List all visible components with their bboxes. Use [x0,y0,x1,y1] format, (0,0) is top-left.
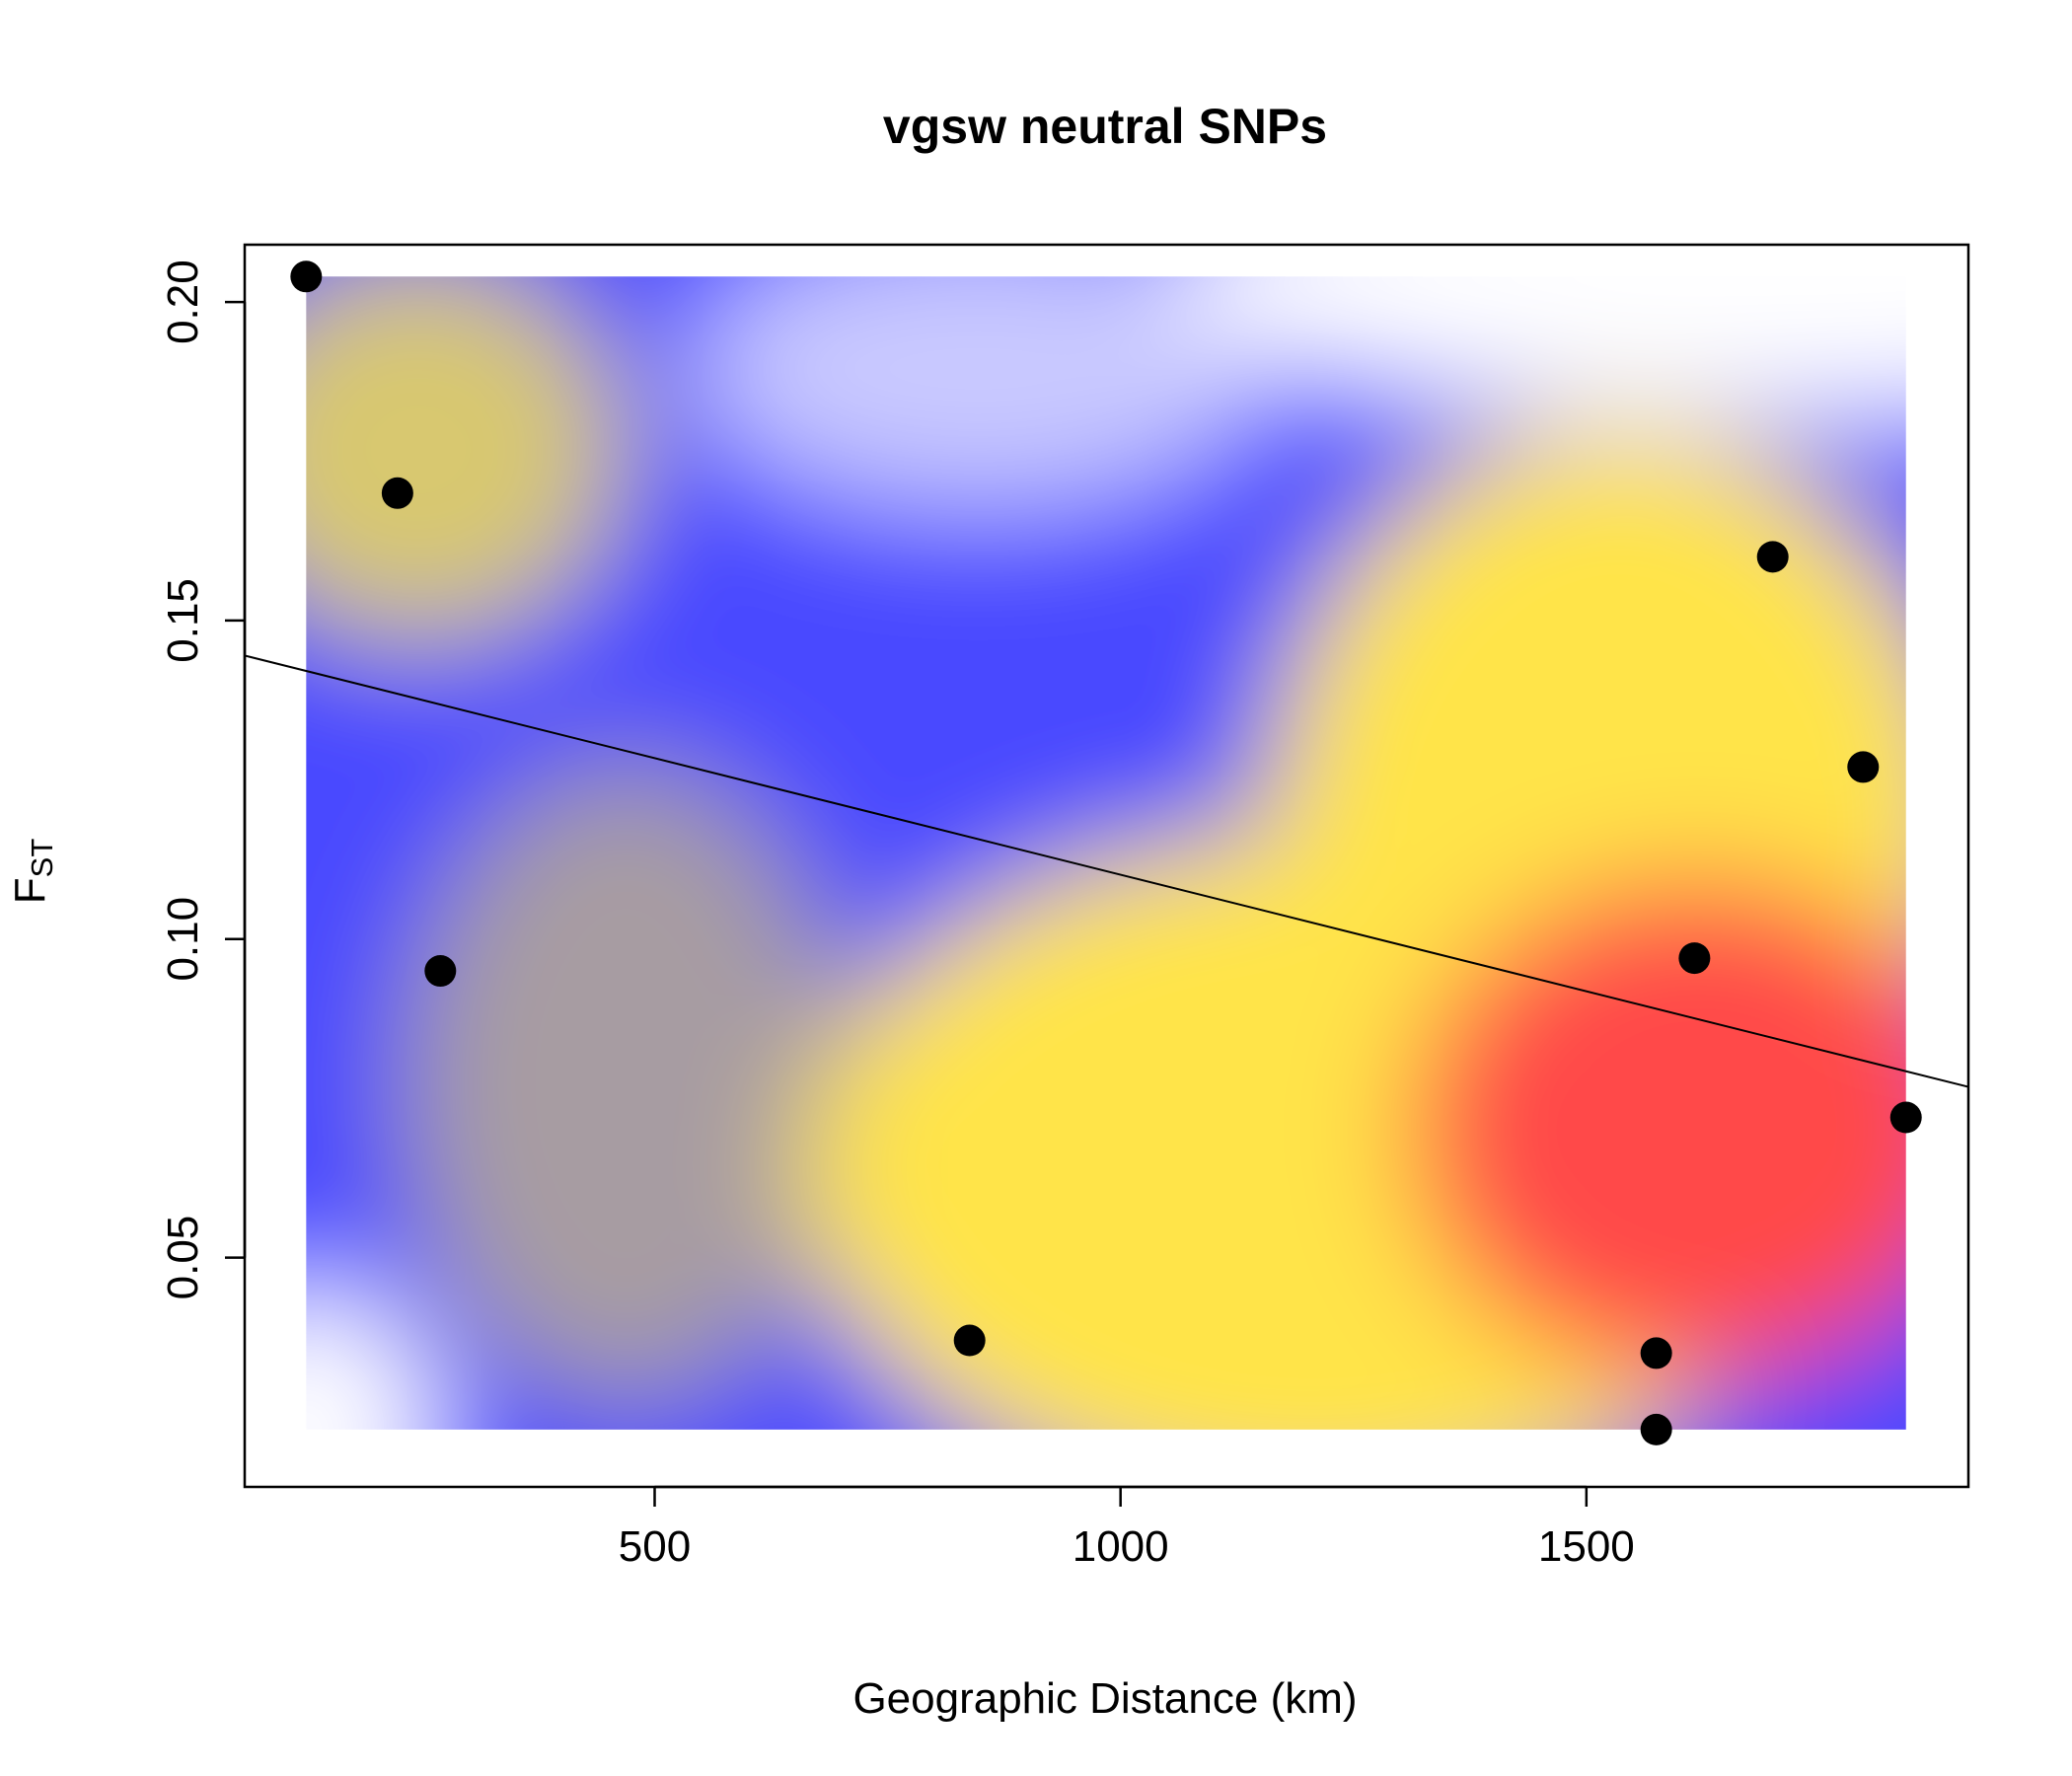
data-point [1889,1101,1922,1134]
y-axis-label-main: F [6,877,54,904]
y-tick-label: 0.15 [159,578,207,663]
y-tick-label: 0.20 [159,259,207,344]
x-axis-label: Geographic Distance (km) [852,1674,1357,1723]
density-background [306,276,1906,1430]
y-tick-label: 0.05 [159,1216,207,1300]
y-axis-label-subscript: ST [25,839,59,878]
data-point [953,1324,986,1357]
data-point [1640,1337,1672,1369]
regression-line [244,654,1969,1088]
data-point [1756,541,1789,573]
y-tick-label: 0.10 [159,897,207,982]
data-point [424,955,457,988]
chart-title: vgsw neutral SNPs [883,99,1327,154]
data-point [1678,942,1711,975]
x-tick-label: 1000 [1073,1522,1169,1571]
data-point [290,260,323,293]
x-tick-label: 500 [619,1522,691,1571]
data-point [1640,1413,1672,1445]
data-point [381,477,413,509]
y-axis-label: FST [6,839,59,905]
y-axis: 0.05 0.10 0.15 0.20 [159,259,247,1300]
x-axis: 500 1000 1500 [619,1485,1635,1571]
data-points [290,260,1922,1445]
x-tick-label: 1500 [1538,1522,1635,1571]
data-point [1847,751,1880,783]
